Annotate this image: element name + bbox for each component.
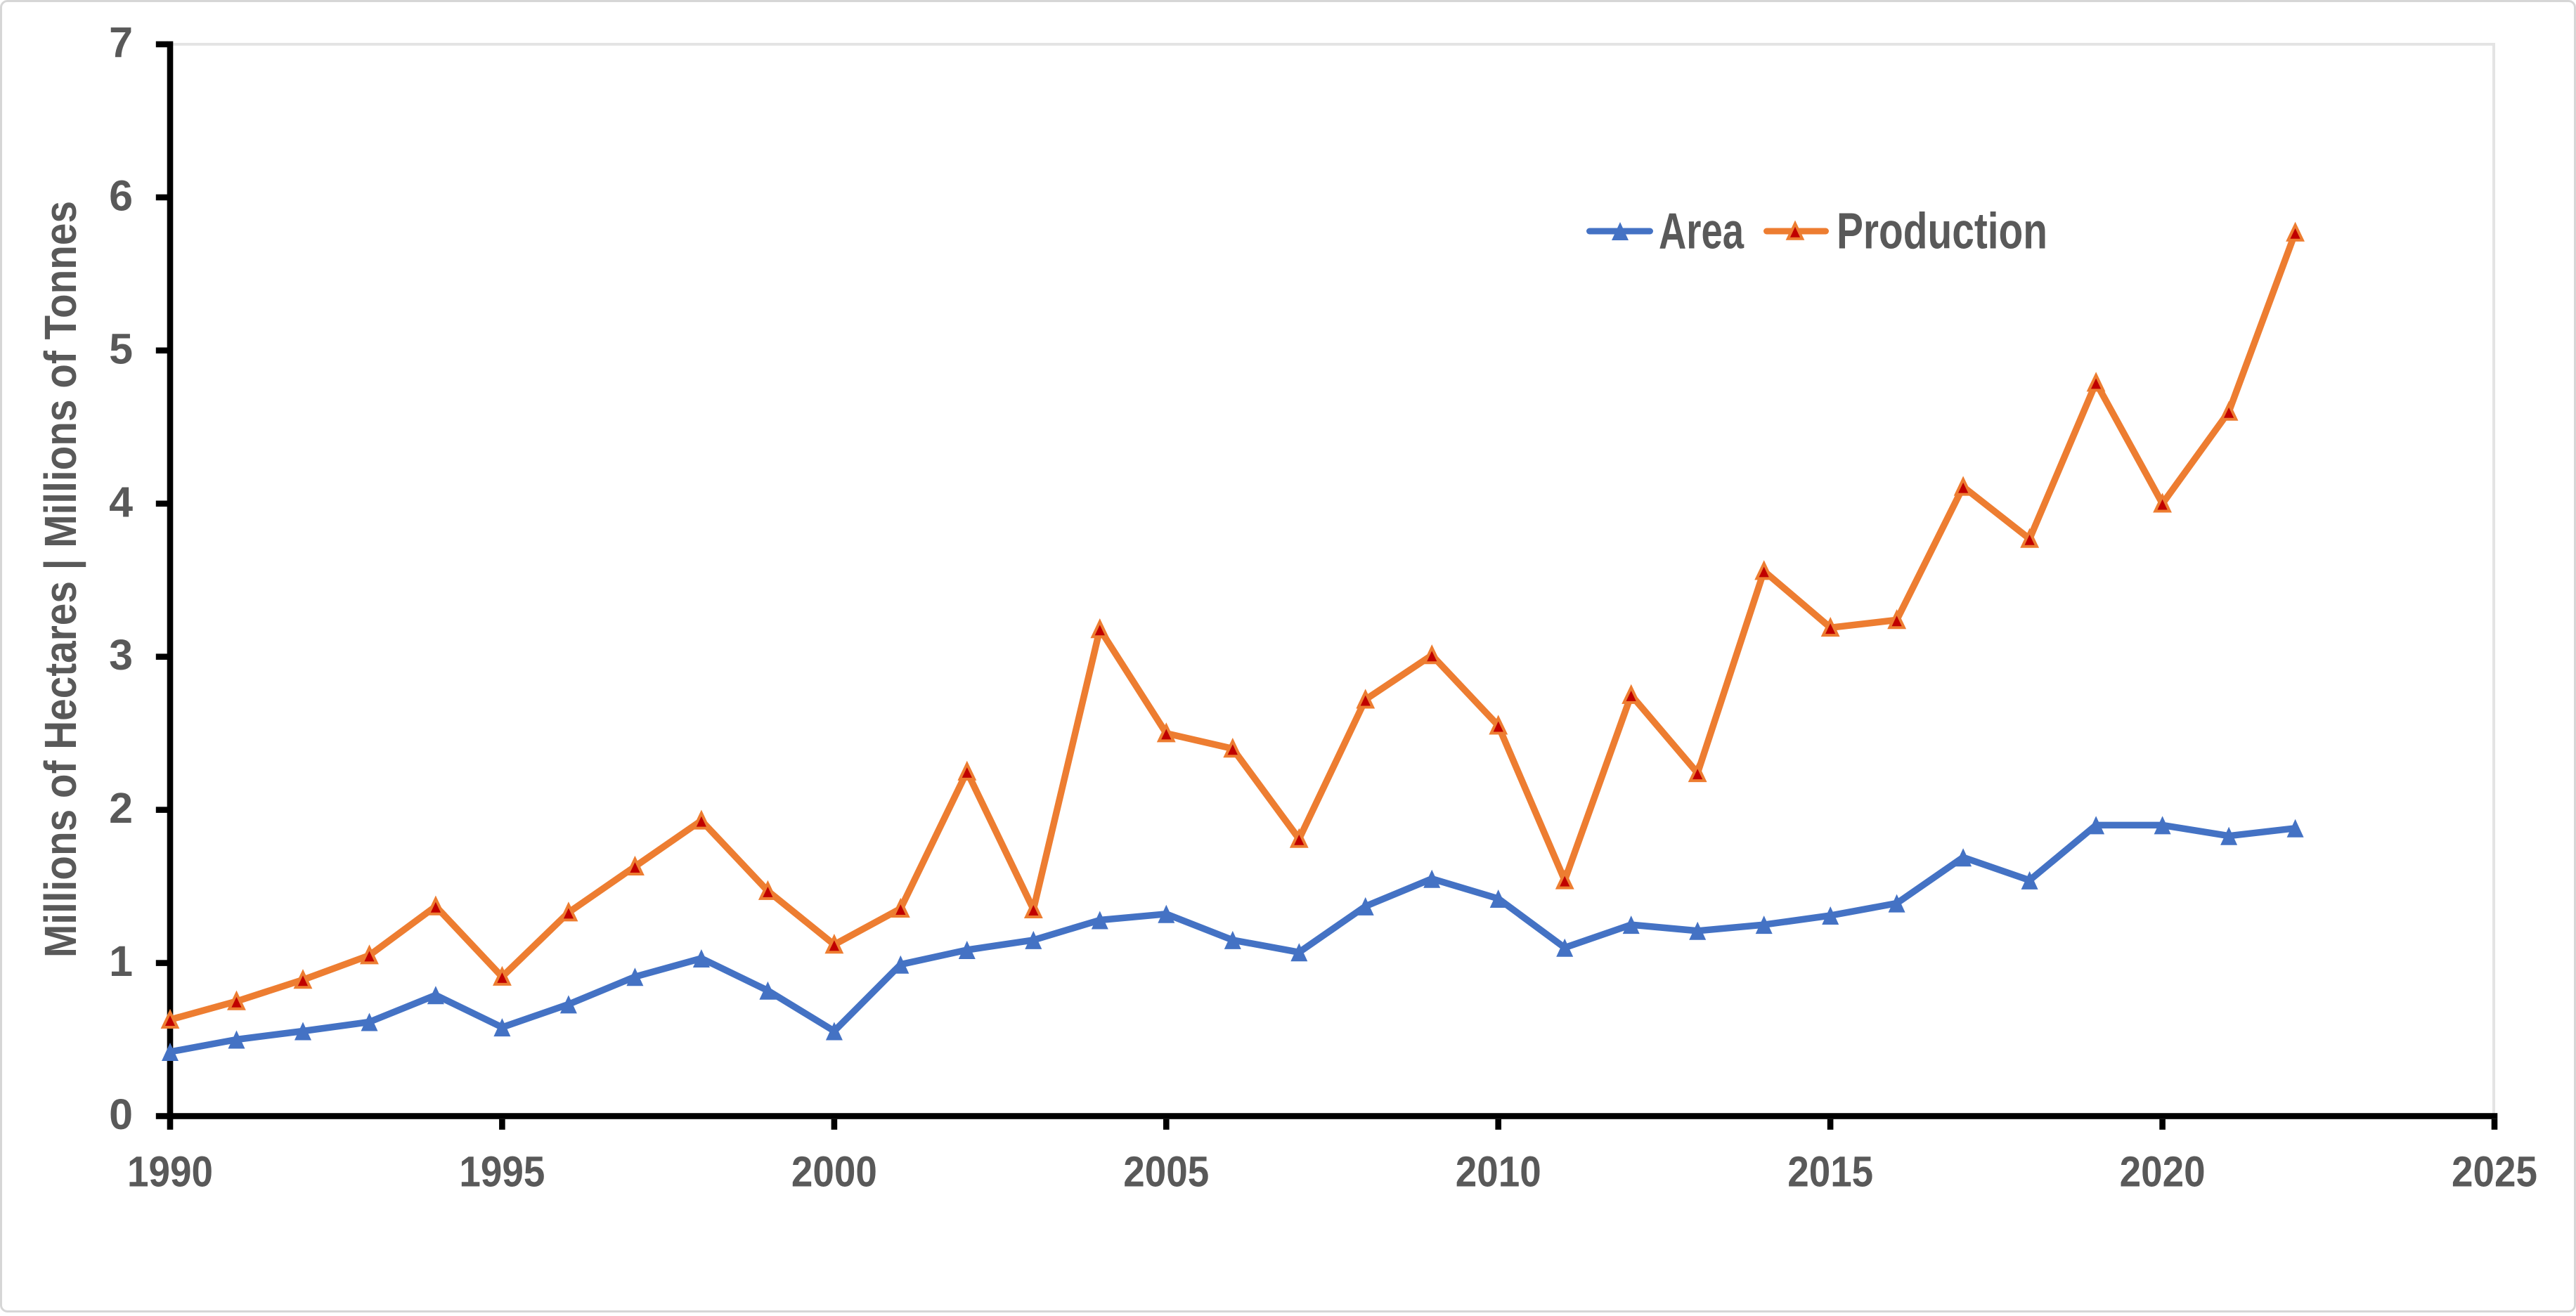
svg-text:Millions of Hectares | Million: Millions of Hectares | Millions of Tonne… (35, 201, 86, 958)
svg-text:2020: 2020 (2120, 1148, 2206, 1196)
svg-text:Area: Area (1659, 204, 1745, 260)
svg-text:2000: 2000 (791, 1148, 877, 1196)
svg-text:2010: 2010 (1456, 1148, 1541, 1196)
svg-text:3: 3 (109, 631, 133, 679)
svg-text:1990: 1990 (127, 1148, 213, 1196)
svg-text:2015: 2015 (1787, 1148, 1873, 1196)
svg-text:5: 5 (109, 325, 133, 372)
svg-text:1995: 1995 (459, 1148, 545, 1196)
svg-text:7: 7 (109, 19, 133, 67)
svg-text:1: 1 (109, 937, 133, 985)
svg-text:4: 4 (109, 478, 133, 526)
svg-text:2025: 2025 (2452, 1148, 2537, 1196)
svg-text:2005: 2005 (1123, 1148, 1209, 1196)
svg-text:Production: Production (1837, 204, 2047, 260)
svg-text:6: 6 (109, 171, 133, 219)
svg-text:0: 0 (109, 1090, 133, 1138)
svg-text:2: 2 (109, 784, 133, 832)
